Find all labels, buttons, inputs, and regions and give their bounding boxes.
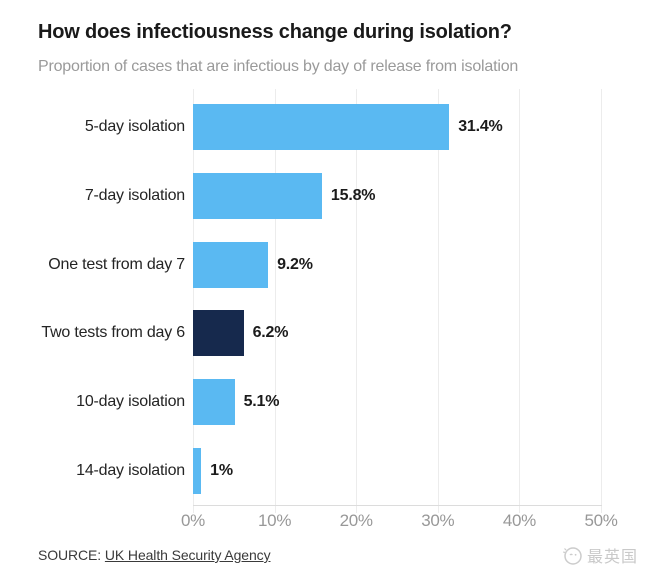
x-axis-labels: 0% 10% 20% 30% 40% 50% [181,511,618,535]
value-label: 9.2% [277,255,313,273]
source-line: SOURCE: UK Health Security Agency [38,547,271,563]
bar-chart: 5-day isolation 31.4% 7-day isolation 15.8%… [0,89,650,530]
bar-row: 10-day isolation 5.1% [0,368,650,437]
bar [193,310,244,357]
bar [193,447,202,494]
bar [193,241,269,288]
chart-subtitle: Proportion of cases that are infectious … [38,58,519,75]
bar [193,379,235,426]
category-label: Two tests from day 6 [41,324,185,342]
value-label: 5.1% [243,393,280,411]
bar-row: Two tests from day 6 6.2% [0,299,650,368]
category-label: 7-day isolation [84,187,185,204]
chart-title: How does infectiousness change during is… [38,21,512,43]
x-tick-label: 30% [421,511,455,530]
value-label: 6.2% [252,324,289,342]
watermark-text: 最英国 [586,549,638,566]
category-label: One test from day 7 [48,255,185,273]
source-link[interactable]: UK Health Security Agency [104,547,271,563]
category-label: 5-day isolation [84,118,185,136]
bar-row: 7-day isolation 15.8% [0,162,650,231]
source-prefix: SOURCE: [38,547,102,563]
watermark: 最英国 [561,543,638,567]
bar-rows: 5-day isolation 31.4% 7-day isolation 15.8%… [0,93,650,505]
x-tick-label: 40% [502,511,536,530]
value-label: 1% [210,461,233,479]
bar-row: 14-day isolation 1% [0,436,650,505]
bar-row: One test from day 7 9.2% [0,230,650,299]
x-tick-label: 0% [181,511,205,530]
bar-row: 5-day isolation 31.4% [0,93,650,162]
footer: SOURCE: UK Health Security Agency 最英国 [38,543,638,567]
value-label: 31.4% [458,118,503,136]
x-tick-label: 20% [339,511,373,530]
mascot-icon [563,547,582,565]
x-tick-label: 10% [258,511,292,530]
x-axis-line [193,505,602,506]
bar [193,104,450,151]
x-tick-label: 50% [584,511,618,530]
value-label: 15.8% [330,187,376,204]
bar [193,173,322,219]
category-label: 14-day isolation [76,461,185,479]
category-label: 10-day isolation [76,393,185,411]
